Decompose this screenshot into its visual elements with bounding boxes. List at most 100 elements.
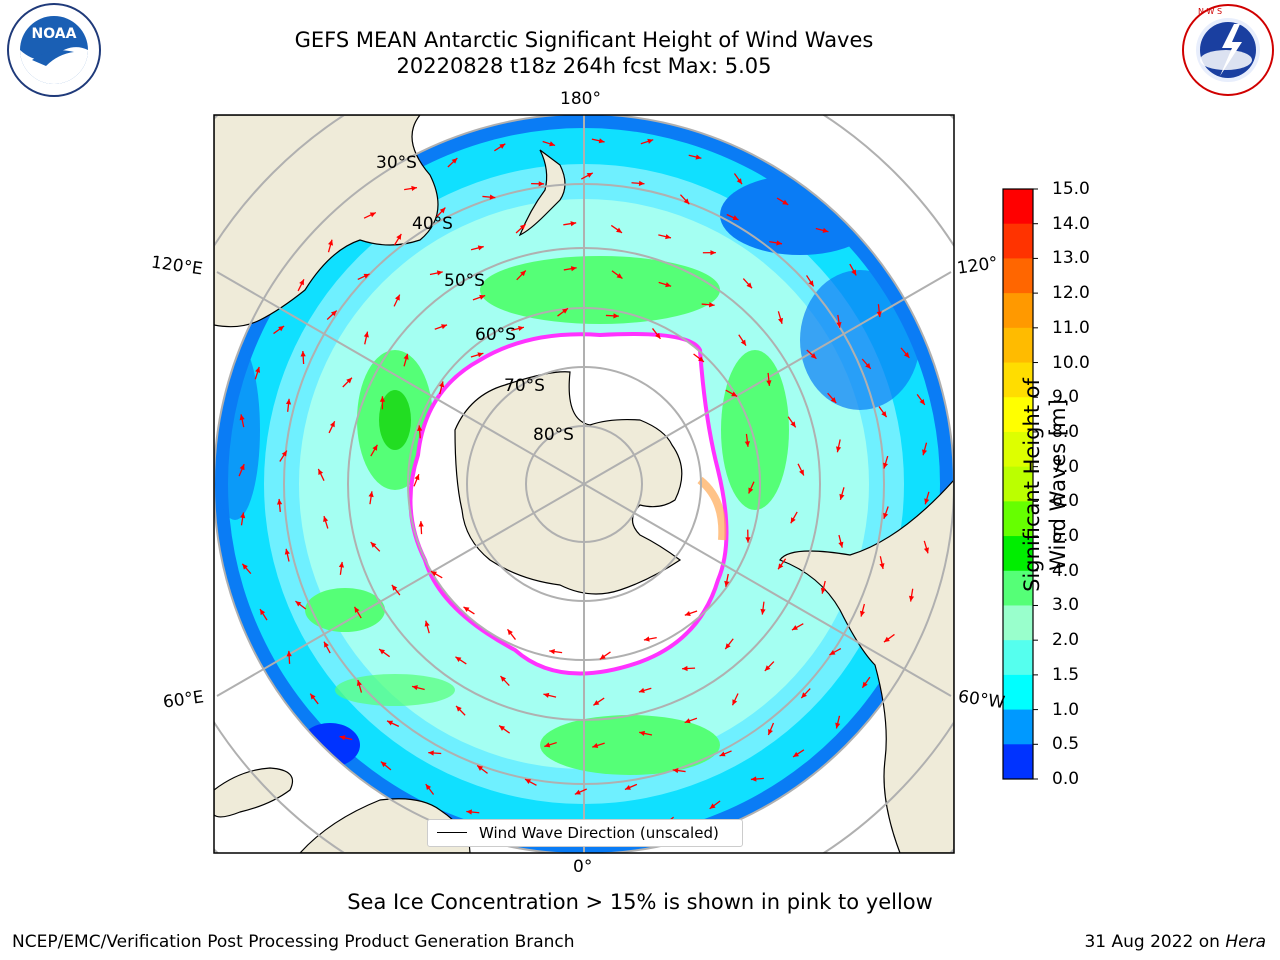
wind-wave-arrowhead xyxy=(242,563,248,570)
wind-wave-arrowhead xyxy=(543,692,550,698)
wind-wave-arrowhead xyxy=(744,441,750,447)
wind-wave-arrowhead xyxy=(520,270,526,277)
wind-wave-arrowhead xyxy=(883,512,889,519)
wind-wave-arrowhead xyxy=(750,776,757,782)
wind-wave-arrowhead xyxy=(286,650,292,657)
wind-wave-arrowhead xyxy=(391,584,398,591)
wind-wave-arrowhead xyxy=(683,198,690,205)
wind-wave-arrowhead xyxy=(507,629,513,636)
wind-wave-arrowhead xyxy=(318,468,324,475)
wind-wave-arrowhead xyxy=(240,512,246,519)
wind-wave-arrowhead xyxy=(698,356,704,362)
wind-wave-arrowhead xyxy=(477,765,484,771)
wind-wave-arrowhead xyxy=(719,751,726,757)
wind-wave-arrowhead xyxy=(835,722,841,729)
wind-wave-arrowhead xyxy=(363,331,369,338)
wind-wave-arrowhead xyxy=(710,250,716,256)
wind-wave-arrowhead xyxy=(369,212,376,218)
colorbar-segment xyxy=(1003,189,1033,225)
colorbar-tick-label: 10.0 xyxy=(1052,352,1090,373)
wind-wave-arrowhead xyxy=(624,784,631,790)
wind-wave-arrowhead xyxy=(921,449,928,456)
colorbar-segment xyxy=(1003,744,1033,780)
lat-label-30s: 30°S xyxy=(376,153,417,173)
wind-wave-arrowhead xyxy=(284,548,290,555)
wind-wave-arrowhead xyxy=(760,608,766,615)
wind-wave-arrowhead xyxy=(776,240,783,246)
wind-wave-arrowhead xyxy=(239,414,245,421)
lon-label-top: 180° xyxy=(560,89,601,109)
wind-wave-arrowhead xyxy=(430,571,437,577)
wind-wave-arrowhead xyxy=(638,180,645,186)
wind-wave-arrowhead xyxy=(736,178,742,185)
wind-wave-arrowhead xyxy=(379,649,386,655)
wind-wave-arrowhead xyxy=(354,606,360,613)
wind-wave-arrowhead xyxy=(643,636,650,642)
wind-wave-arrowhead xyxy=(300,351,306,357)
colorbar-segment xyxy=(1003,431,1033,468)
colorbar-segment xyxy=(1003,397,1033,433)
wind-wave-arrowhead xyxy=(684,611,691,616)
wind-wave-arrowhead xyxy=(682,665,688,672)
wind-wave-arrowhead xyxy=(598,138,605,144)
footer-date-text: 31 Aug 2022 on xyxy=(1084,932,1226,952)
wind-wave-arrowhead xyxy=(451,158,458,164)
wind-wave-arrowhead xyxy=(339,735,346,741)
wind-wave-arrowhead xyxy=(822,227,829,233)
wind-wave-arrowhead xyxy=(489,194,496,200)
wind-wave-arrowhead xyxy=(417,425,423,431)
wind-wave-arrowhead xyxy=(281,450,287,457)
colorbar-segment xyxy=(1003,570,1033,606)
footer-date: 31 Aug 2022 on Hera xyxy=(1084,932,1266,952)
wind-wave-arrowhead xyxy=(593,700,600,706)
wind-wave-arrowhead xyxy=(924,498,930,505)
wind-wave-arrows xyxy=(238,138,930,830)
chart-title: GEFS MEAN Antarctic Significant Height o… xyxy=(294,28,874,52)
wind-wave-arrowhead xyxy=(808,280,814,287)
wind-wave-arrowhead xyxy=(865,363,871,369)
wind-wave-arrowhead xyxy=(338,561,345,568)
wind-wave-arrowhead xyxy=(746,282,753,289)
colorbar-tick-label: 6.0 xyxy=(1052,491,1080,512)
wind-wave-arrowhead xyxy=(919,398,925,405)
colorbar-segment xyxy=(1003,258,1033,294)
wind-wave-arrowhead xyxy=(778,317,784,324)
wind-wave-arrowhead xyxy=(790,421,796,428)
wind-wave-arrowhead xyxy=(411,185,418,192)
wind-wave-arrowhead xyxy=(278,325,285,332)
wind-wave-arrowhead xyxy=(586,172,593,178)
wind-wave-arrowhead xyxy=(436,270,443,276)
wind-wave-arrowhead xyxy=(709,302,715,308)
colorbar-tick-label: 0.0 xyxy=(1052,769,1080,789)
wind-wave-arrowhead xyxy=(424,620,430,627)
wind-wave-arrowhead xyxy=(613,313,619,319)
wind-wave-arrowhead xyxy=(883,462,889,469)
wind-wave-arrowhead xyxy=(549,141,556,147)
wind-wave-arrowhead xyxy=(525,779,532,784)
wind-wave-arrowhead xyxy=(387,720,394,726)
wind-wave-arrowhead xyxy=(879,563,885,569)
colorbar-tick-label: 5.0 xyxy=(1052,526,1080,547)
colorbar-segment xyxy=(1003,293,1033,329)
colorbar-segment xyxy=(1003,605,1033,641)
colorbar-tick-label: 12.0 xyxy=(1052,283,1090,304)
wind-wave-arrowhead xyxy=(544,742,551,748)
wind-wave-arrowhead xyxy=(346,377,352,384)
wind-wave-arrowhead xyxy=(768,728,773,735)
wind-wave-arrowhead xyxy=(799,469,804,476)
colorbar-tick-label: 7.0 xyxy=(1052,456,1080,477)
wind-wave-arrowhead xyxy=(923,547,929,554)
wind-wave-arrowhead xyxy=(330,310,337,317)
wind-wave-arrowhead xyxy=(599,654,606,660)
wind-wave-arrowhead xyxy=(477,245,484,251)
colorbar-segment xyxy=(1003,362,1033,398)
wind-wave-arrowhead xyxy=(616,227,622,233)
wind-wave-arrowhead xyxy=(363,273,370,279)
wind-wave-arrowhead xyxy=(820,587,826,594)
wind-wave-arrowhead xyxy=(310,693,316,700)
wind-wave-arrowhead xyxy=(782,199,789,205)
wind-wave-arrowhead xyxy=(851,269,857,276)
colorbar-tick-label: 1.5 xyxy=(1052,664,1080,685)
wind-wave-arrowhead xyxy=(903,352,910,358)
wind-wave-arrowhead xyxy=(862,681,868,688)
